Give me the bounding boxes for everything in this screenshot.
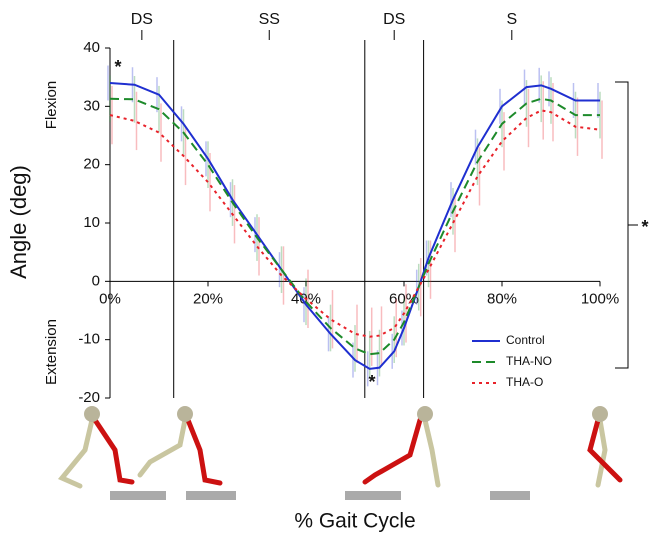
- series-line: [109, 82, 600, 370]
- x-tick-label: 100%: [581, 290, 619, 307]
- x-tick-label: 0%: [99, 290, 121, 307]
- y-tick-label: 20: [83, 156, 100, 173]
- significance-marker: *: [368, 372, 375, 392]
- series-line: [109, 97, 600, 356]
- significance-marker: *: [114, 57, 121, 77]
- legend-label: Control: [506, 333, 545, 347]
- flexion-label: Flexion: [43, 81, 60, 129]
- x-tick-label: 80%: [487, 290, 517, 307]
- x-tick-label: 60%: [389, 290, 419, 307]
- y-tick-label: 10: [83, 214, 100, 231]
- phase-label: SS: [259, 11, 280, 28]
- legend-label: THA-O: [506, 375, 543, 389]
- phase-label: DS: [383, 11, 405, 28]
- extension-label: Extension: [43, 319, 60, 385]
- phase-label: S: [506, 11, 517, 28]
- y-tick-label: -20: [78, 389, 100, 406]
- x-axis-title: % Gait Cycle: [294, 510, 415, 533]
- significance-marker: *: [641, 217, 648, 237]
- legend-label: THA-NO: [506, 354, 552, 368]
- x-tick-label: 20%: [193, 290, 223, 307]
- y-tick-label: 0: [92, 272, 100, 289]
- y-tick-label: -10: [78, 331, 100, 348]
- gait-illustrations: [57, 406, 623, 500]
- y-axis-title: Angle (deg): [6, 165, 31, 279]
- y-tick-label: 30: [83, 97, 100, 114]
- significance-bracket: [615, 81, 638, 369]
- y-tick-label: 40: [83, 39, 100, 56]
- phase-label: DS: [131, 11, 153, 28]
- series-line: [109, 109, 601, 338]
